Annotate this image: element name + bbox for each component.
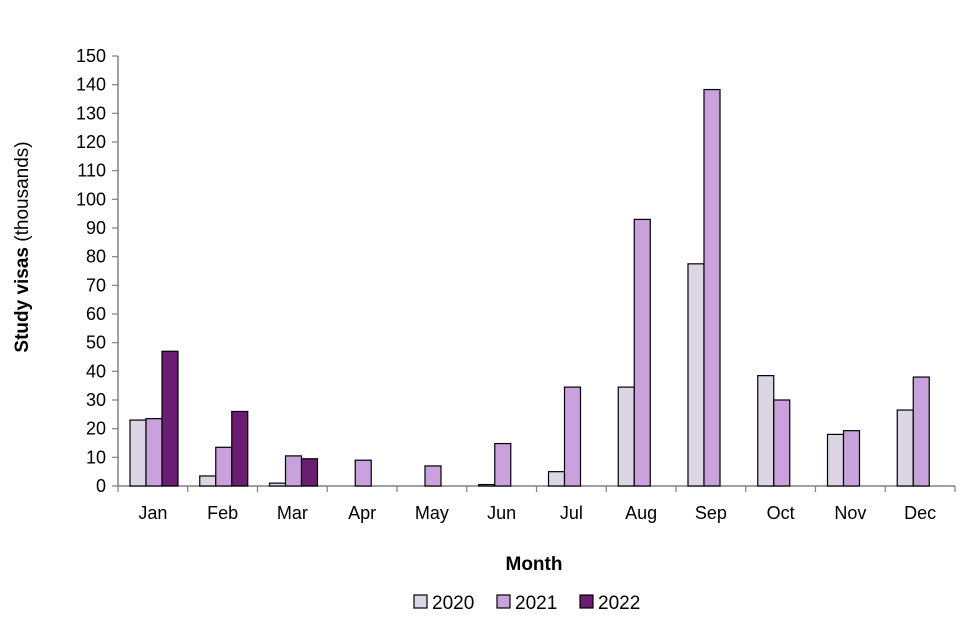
bar-2020-jun	[478, 483, 496, 487]
bar-2021-nov	[842, 430, 861, 487]
bar-2021-may	[424, 465, 442, 487]
x-tick-label: Jul	[560, 503, 583, 523]
bar-2021-mar	[284, 455, 303, 487]
legend-swatch	[579, 594, 594, 609]
y-tick-label: 130	[76, 103, 106, 123]
bar-2021-jul	[563, 386, 582, 487]
x-tick-label: Aug	[625, 503, 657, 523]
bar-2022-jan	[161, 350, 179, 487]
bar-2020-nov	[826, 433, 845, 487]
y-axis: 0 10 20 30 40 50 60 70 80 90 100 110 120 130 140 150	[76, 46, 119, 496]
bar-2021-sep	[703, 88, 721, 487]
bar-2021-apr	[354, 459, 372, 487]
bar-2021-aug	[633, 218, 651, 487]
y-tick-label: 20	[86, 419, 106, 439]
legend-label: 2022	[598, 593, 640, 614]
legend-item-2020: 2020	[413, 593, 474, 614]
legend: 2020 2021 2022	[413, 593, 640, 614]
bar-2021-dec	[912, 376, 930, 487]
x-tick-label: Jun	[487, 503, 516, 523]
y-axis-title: Study visas (thousands)	[12, 141, 33, 352]
legend-swatch	[496, 594, 511, 609]
x-tick-label: Feb	[207, 503, 238, 523]
x-tick-label: Apr	[348, 503, 376, 523]
y-tick-label: 70	[86, 275, 106, 295]
bar-2021-jan	[145, 418, 163, 487]
bar-2020-feb	[199, 475, 217, 487]
x-tick-label: May	[415, 503, 449, 523]
legend-label: 2020	[432, 593, 474, 614]
bars	[129, 88, 930, 487]
x-tick-label: Mar	[277, 503, 308, 523]
y-tick-label: 30	[86, 390, 106, 410]
bar-2020-mar	[268, 482, 287, 487]
x-tick-label: Nov	[834, 503, 866, 523]
x-tick-label: Oct	[767, 503, 795, 523]
y-tick-label: 80	[86, 247, 106, 267]
bar-2020-aug	[617, 386, 635, 487]
y-tick-label: 150	[76, 46, 106, 66]
bar-2020-jul	[547, 471, 566, 487]
bar-2021-oct	[773, 399, 791, 487]
legend-swatch	[413, 594, 428, 609]
legend-item-2022: 2022	[579, 593, 640, 614]
y-tick-label: 120	[76, 132, 106, 152]
legend-label: 2021	[515, 593, 557, 614]
x-axis-title: Month	[506, 554, 563, 575]
x-tick-label: Dec	[904, 503, 936, 523]
legend-item-2021: 2021	[496, 593, 557, 614]
y-tick-label: 60	[86, 304, 106, 324]
y-tick-label: 90	[86, 218, 106, 238]
bar-2020-oct	[757, 375, 775, 487]
bar-2022-mar	[300, 458, 319, 487]
x-axis: Jan Feb Mar Apr May Jun Jul Aug Sep Oct Nov Dec	[117, 485, 956, 523]
bar-2022-feb	[231, 410, 249, 487]
y-tick-label: 40	[86, 361, 106, 381]
bar-2020-dec	[896, 409, 914, 487]
y-axis-title-bold: Study visas	[12, 247, 33, 353]
bar-2021-jun	[494, 442, 512, 487]
y-tick-label: 50	[86, 333, 106, 353]
x-tick-label: Sep	[695, 503, 727, 523]
y-tick-label: 140	[76, 75, 106, 95]
y-tick-label: 10	[86, 447, 106, 467]
y-tick-label: 0	[96, 476, 106, 496]
bar-2020-sep	[687, 263, 705, 487]
bar-2020-jan	[129, 419, 147, 487]
bar-2021-feb	[215, 446, 233, 487]
x-tick-label: Jan	[138, 503, 167, 523]
y-axis-title-unit: (thousands)	[12, 141, 33, 247]
y-tick-label: 100	[76, 189, 106, 209]
y-tick-label: 110	[77, 161, 106, 181]
